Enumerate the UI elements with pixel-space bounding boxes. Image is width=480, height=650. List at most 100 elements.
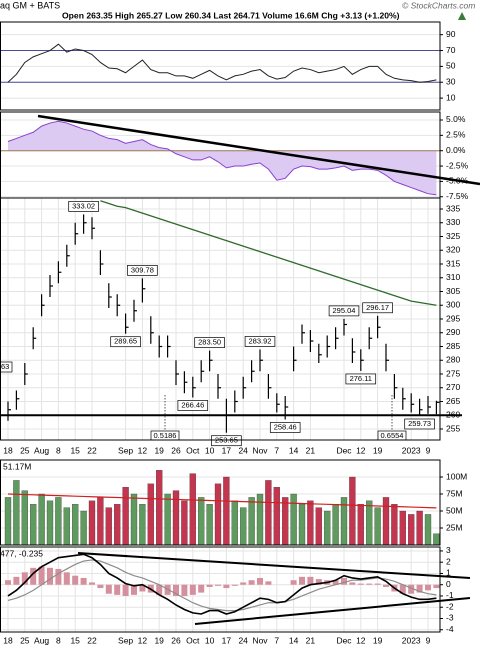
volume-bar [332,504,339,546]
y-tick-label: -2.5% [446,160,469,170]
histogram-bar [357,583,364,585]
x-tick-label: 7 [274,445,279,455]
volume-bar [433,533,440,546]
y-tick-label: 275 [446,368,460,378]
volume-bar [55,497,62,546]
volume-bar [231,500,238,546]
y-tick-label: 50M [446,505,463,515]
x-tick-label: Dec [336,445,352,455]
volume-bar [38,493,45,546]
histogram-bar [231,584,238,586]
histogram-bar [97,584,104,589]
x-tick-label: 26 [171,445,181,455]
histogram-bar [105,584,112,594]
x-tick-label: 7 [274,635,279,645]
x-tick-label: 10 [205,445,215,455]
quote: Open 263.35 High 265.27 Low 260.34 Last … [62,10,400,20]
annotation: 276.11 [350,374,372,383]
y-tick-label: 300 [446,300,460,310]
histogram-bar [399,584,406,594]
x-tick-label: Aug [34,445,49,455]
x-tick-label: Oct [186,445,200,455]
volume-bar [189,473,196,546]
x-tick-label: Dec [336,635,352,645]
y-tick-label: 30 [446,77,456,87]
x-tick-label: 8 [56,635,61,645]
rsi-line [7,43,437,83]
histogram-bar [341,577,347,585]
histogram-bar [72,575,79,585]
x-tick-label: 17 [222,635,232,645]
x-tick-label: 17 [222,445,232,455]
histogram-bar [383,584,389,587]
volume-bar [282,497,289,546]
volume-bar [156,470,163,546]
volume-bar [349,476,356,546]
histogram-bar [198,584,205,593]
volume-bar [214,483,222,546]
x-tick-label: 9 [426,445,431,455]
volume-bar [374,507,381,546]
panel-frame [0,197,441,441]
y-tick-label: 25M [446,522,463,532]
x-tick-label: 26 [171,635,181,645]
x-tick-label: 12 [356,445,366,455]
note: 0.5186 [154,431,177,440]
y-tick-label: 100M [446,471,467,481]
edge-box [0,361,13,373]
annotation-box [404,418,435,430]
volume-bar [307,500,314,546]
macd-line [7,553,437,615]
annotation-box [110,336,141,348]
x-tick-label: 24 [238,635,248,645]
histogram-bar [114,584,121,595]
annotation: 283.92 [249,336,272,345]
annotation: 266.46 [181,400,204,409]
macd-label: 477, -0.235 [0,548,43,558]
x-tick-label: Oct [186,635,200,645]
x-tick-label: Nov [252,635,268,645]
histogram-bar [63,572,70,585]
histogram-bar [416,584,423,593]
y-tick-label: 330 [446,217,460,227]
y-tick-label: 320 [446,245,460,255]
x-tick-label: 14 [289,445,299,455]
volume-bar [391,504,398,546]
annotation: 258.46 [274,422,297,431]
edge-label: 63 [1,362,9,371]
histogram-bar [433,584,440,589]
volume-bar [46,500,54,546]
volume-bar [105,507,112,546]
annotation-box [345,373,377,385]
volume-ma [7,493,437,509]
y-tick-label: -2 [446,601,454,611]
annotation-box [328,305,360,317]
y-tick-label: 0 [446,579,451,589]
x-tick-label: 9 [426,635,431,645]
histogram-bar [30,567,37,585]
y-tick-label: 1 [446,568,451,578]
x-tick-label: 12 [138,635,148,645]
x-tick-label: 19 [373,635,383,645]
volume-bar [63,507,70,546]
volume-bar [114,504,121,546]
x-tick-label: 25 [20,445,30,455]
histogram-bar [206,584,213,587]
histogram-bar [366,583,373,585]
histogram-bar [248,580,255,585]
volume-bar [265,480,272,546]
volume-bar [399,510,406,546]
histogram-bar [189,584,196,595]
x-tick-label: 12 [138,445,148,455]
y-tick-label: -3 [446,613,454,623]
annotation: 289.65 [114,337,137,346]
volume-bar [88,500,96,546]
x-tick-label: 22 [87,635,97,645]
x-tick-label: Sep [118,635,133,645]
volume-bar [424,514,432,546]
histogram-bar [156,584,163,595]
y-tick-label: 290 [446,327,460,337]
annotation-box [211,435,242,447]
histogram-bar [89,582,95,585]
histogram-bar [38,566,45,585]
